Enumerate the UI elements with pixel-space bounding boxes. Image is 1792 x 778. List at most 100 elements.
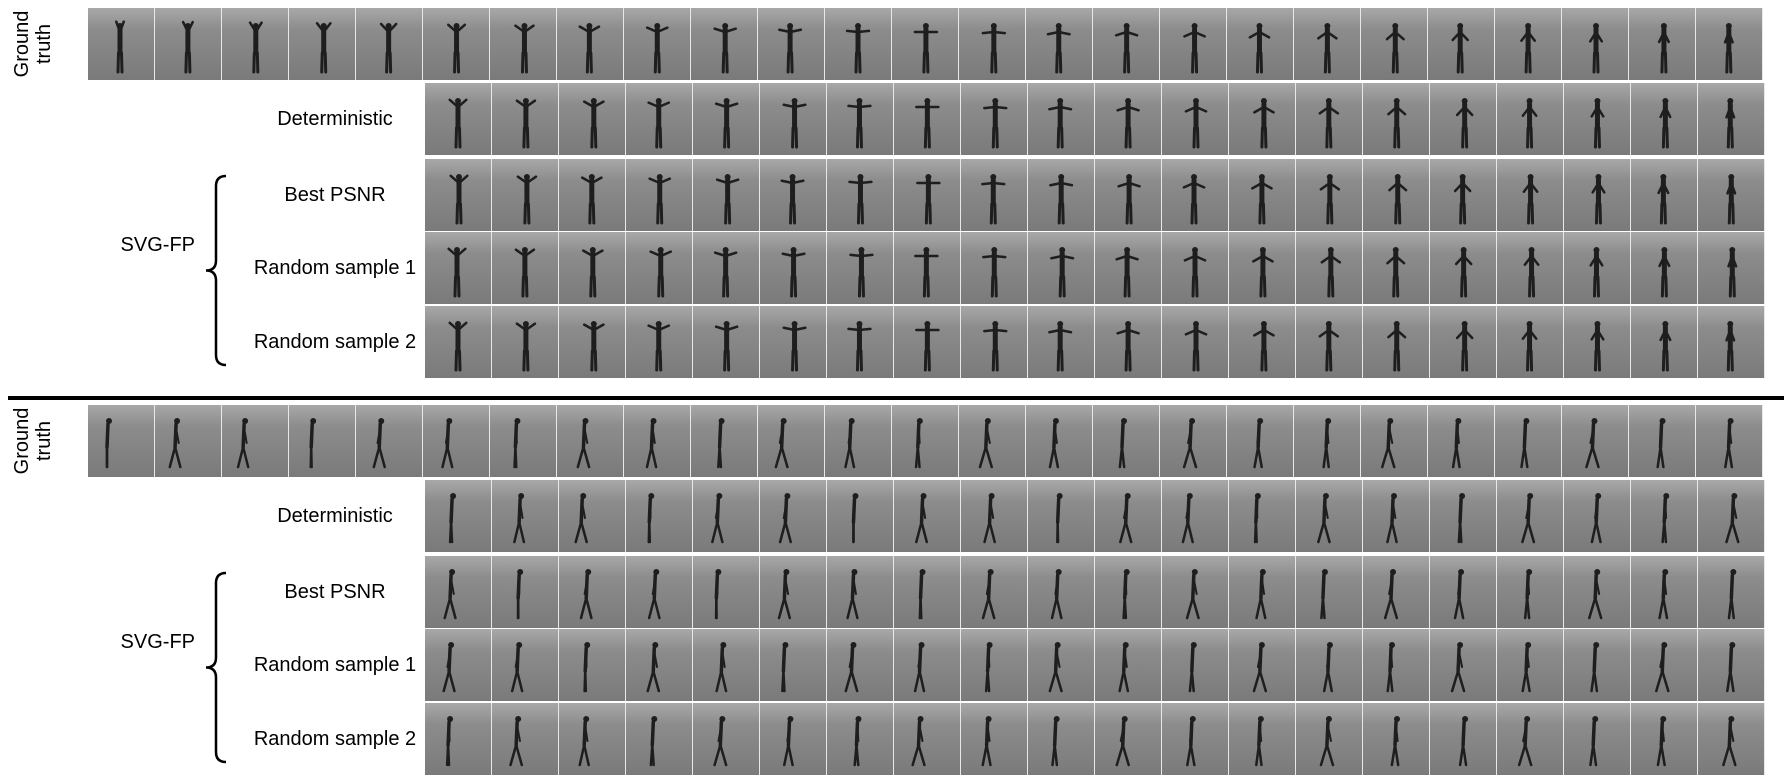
video-frame: [961, 306, 1028, 378]
video-frame: [1698, 629, 1765, 701]
video-frame: [1028, 556, 1095, 628]
video-frame: [88, 405, 155, 477]
video-frame: [1497, 159, 1564, 231]
video-frame: [557, 405, 624, 477]
video-frame: [691, 405, 758, 477]
video-frame: [760, 556, 827, 628]
video-frame: [559, 306, 626, 378]
video-frame: [758, 8, 825, 80]
video-frame: [1093, 405, 1160, 477]
video-frame: [1028, 159, 1095, 231]
video-frame: [626, 306, 693, 378]
video-frame: [1631, 556, 1698, 628]
video-frame: [760, 306, 827, 378]
video-frame: [1093, 8, 1160, 80]
video-frame: [827, 703, 894, 775]
video-frame: [827, 232, 894, 304]
video-frame: [1095, 306, 1162, 378]
video-frame: [425, 629, 492, 701]
video-frame: [492, 83, 559, 155]
video-frame: [559, 159, 626, 231]
row-label-random-2: Random sample 2: [240, 729, 430, 749]
video-frame: [425, 556, 492, 628]
video-frame: [559, 83, 626, 155]
video-frame: [1095, 480, 1162, 552]
video-frame: [760, 629, 827, 701]
video-frame: [492, 556, 559, 628]
row-label-random-2: Random sample 2: [240, 332, 430, 352]
video-frame: [827, 306, 894, 378]
video-frame: [1296, 480, 1363, 552]
video-frame: [492, 703, 559, 775]
video-frame: [425, 306, 492, 378]
curly-brace: [200, 174, 240, 367]
video-frame: [961, 159, 1028, 231]
panel-separator: [8, 396, 1784, 400]
video-frame: [961, 556, 1028, 628]
video-frame: [1028, 306, 1095, 378]
video-frame: [1028, 232, 1095, 304]
video-frame: [1430, 83, 1497, 155]
frame-strip-deterministic: [425, 83, 1765, 155]
video-frame: [626, 83, 693, 155]
video-frame: [1363, 306, 1430, 378]
video-frame: [1160, 405, 1227, 477]
video-frame: [1564, 159, 1631, 231]
video-frame: [1564, 83, 1631, 155]
video-frame: [760, 159, 827, 231]
video-frame: [1229, 232, 1296, 304]
video-frame: [1631, 480, 1698, 552]
video-frame: [1564, 306, 1631, 378]
video-frame: [961, 83, 1028, 155]
video-frame: [961, 703, 1028, 775]
video-frame: [1564, 232, 1631, 304]
video-frame: [693, 306, 760, 378]
video-frame: [1631, 306, 1698, 378]
video-frame: [1294, 405, 1361, 477]
video-frame: [894, 703, 961, 775]
video-frame: [559, 480, 626, 552]
video-frame: [425, 232, 492, 304]
video-frame: [959, 405, 1026, 477]
video-frame: [693, 703, 760, 775]
frame-strip-best-psnr: [425, 556, 1765, 628]
video-frame: [1162, 306, 1229, 378]
video-frame: [1229, 703, 1296, 775]
video-frame: [1430, 556, 1497, 628]
video-frame: [827, 556, 894, 628]
video-frame: [1162, 703, 1229, 775]
video-frame: [894, 159, 961, 231]
video-frame: [1026, 405, 1093, 477]
video-frame: [1028, 480, 1095, 552]
video-frame: [1696, 8, 1763, 80]
video-frame: [1698, 159, 1765, 231]
video-frame: [1629, 8, 1696, 80]
video-frame: [1564, 629, 1631, 701]
video-frame: [693, 480, 760, 552]
video-frame: [894, 83, 961, 155]
video-frame: [1162, 83, 1229, 155]
frame-strip-random-1: [425, 232, 1765, 304]
row-label-ground-truth: Ground truth: [11, 406, 55, 476]
video-frame: [1026, 8, 1093, 80]
video-frame: [1495, 405, 1562, 477]
video-frame: [825, 405, 892, 477]
video-frame: [1631, 629, 1698, 701]
row-label-deterministic: Deterministic: [240, 109, 430, 129]
video-frame: [222, 405, 289, 477]
video-frame: [1294, 8, 1361, 80]
video-frame: [1363, 159, 1430, 231]
video-frame: [1430, 480, 1497, 552]
video-frame: [894, 556, 961, 628]
video-frame: [1564, 556, 1631, 628]
row-label-deterministic: Deterministic: [240, 506, 430, 526]
video-frame: [691, 8, 758, 80]
video-frame: [626, 703, 693, 775]
video-frame: [894, 480, 961, 552]
video-frame: [1296, 83, 1363, 155]
video-frame: [1227, 405, 1294, 477]
video-frame: [760, 232, 827, 304]
video-frame: [425, 83, 492, 155]
video-frame: [425, 480, 492, 552]
